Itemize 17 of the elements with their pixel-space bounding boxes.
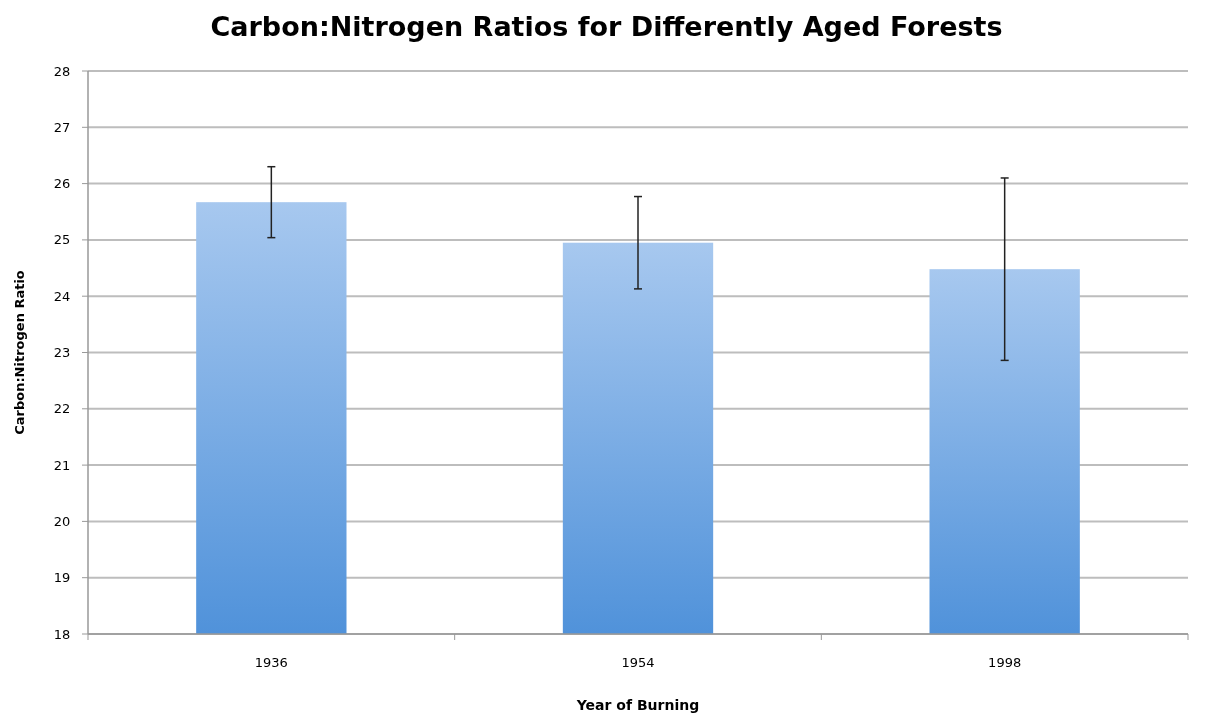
y-tick-label: 20 — [53, 513, 71, 529]
y-tick-label: 28 — [53, 63, 71, 79]
y-axis-title: Carbon:Nitrogen Ratio — [12, 270, 27, 435]
y-tick-label: 18 — [53, 626, 71, 642]
x-tick-label: 1954 — [621, 655, 655, 670]
x-tick-label: 1936 — [254, 655, 288, 670]
y-tick-label: 21 — [53, 457, 71, 473]
y-tick-label: 27 — [53, 119, 71, 135]
y-tick-label: 25 — [53, 232, 71, 248]
y-tick-label: 24 — [53, 288, 71, 304]
y-tick-label: 19 — [53, 570, 71, 586]
y-tick-label: 22 — [53, 401, 71, 417]
y-tick-label: 26 — [53, 176, 71, 192]
y-tick-label: 23 — [53, 345, 71, 361]
chart-title: Carbon:Nitrogen Ratios for Differently Aged Forests — [210, 11, 1003, 42]
x-tick-label: 1998 — [988, 655, 1022, 670]
x-axis-title: Year of Burning — [575, 697, 700, 713]
